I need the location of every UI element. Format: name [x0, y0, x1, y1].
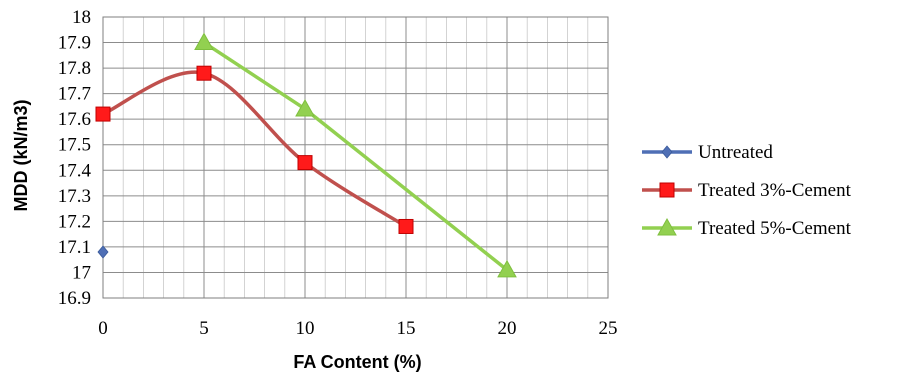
- legend-item: Treated 3%-Cement: [642, 180, 852, 201]
- y-tick-label: 17.4: [58, 160, 92, 181]
- data-point: [196, 65, 212, 81]
- y-tick-label: 18: [72, 7, 91, 28]
- data-point: [398, 218, 414, 234]
- data-point: [497, 259, 517, 278]
- series-line: [203, 41, 509, 272]
- x-axis-title: FA Content (%): [293, 352, 421, 372]
- legend-item: Treated 5%-Cement: [642, 217, 852, 239]
- y-tick-label: 17.8: [58, 58, 91, 79]
- data-point: [97, 245, 109, 259]
- data-point: [194, 32, 214, 51]
- x-tick-label: 5: [199, 318, 209, 339]
- legend-marker: [661, 145, 673, 159]
- y-tick-label: 17.2: [58, 211, 91, 232]
- x-axis-ticks: 0 5 10 15 20 25: [98, 318, 617, 339]
- data-point: [95, 106, 111, 122]
- y-axis-ticks: 16.9 17 17.1 17.2 17.3 17.4 17.5 17.6 17.7 17.8 17…: [58, 7, 92, 309]
- y-tick-label: 17.5: [58, 135, 91, 156]
- y-tick-label: 17.9: [58, 33, 91, 54]
- y-tick-label: 17.7: [58, 84, 91, 105]
- x-tick-label: 0: [98, 318, 108, 339]
- y-axis-title: MDD (kN/m3): [11, 99, 31, 211]
- legend-marker: [659, 182, 675, 198]
- x-tick-label: 20: [498, 318, 517, 339]
- plot-area-border: [102, 16, 609, 299]
- x-tick-label: 10: [296, 318, 315, 339]
- legend-marker: [657, 217, 677, 236]
- legend-label: Treated 3%-Cement: [698, 180, 852, 201]
- legend-item: Untreated: [642, 142, 773, 163]
- series-triangle: [194, 32, 517, 278]
- data-point: [295, 98, 315, 117]
- legend-label: Untreated: [698, 142, 773, 163]
- data-point: [297, 155, 313, 171]
- major-gridlines: [102, 16, 609, 299]
- y-tick-label: 16.9: [58, 288, 91, 309]
- minor-gridlines: [122, 17, 589, 298]
- series-diamond: [97, 245, 109, 259]
- legend: Untreated Treated 3%-Cement Treated 5%-Cem…: [642, 142, 852, 239]
- x-tick-label: 15: [397, 318, 416, 339]
- legend-label: Treated 5%-Cement: [698, 218, 852, 239]
- series-line: [102, 70, 407, 228]
- series-layer: [95, 32, 517, 278]
- x-tick-label: 25: [599, 318, 618, 339]
- y-tick-label: 17: [72, 262, 91, 283]
- y-tick-label: 17.6: [58, 109, 91, 130]
- y-tick-label: 17.1: [58, 237, 91, 258]
- series-square: [95, 65, 414, 234]
- y-tick-label: 17.3: [58, 186, 91, 207]
